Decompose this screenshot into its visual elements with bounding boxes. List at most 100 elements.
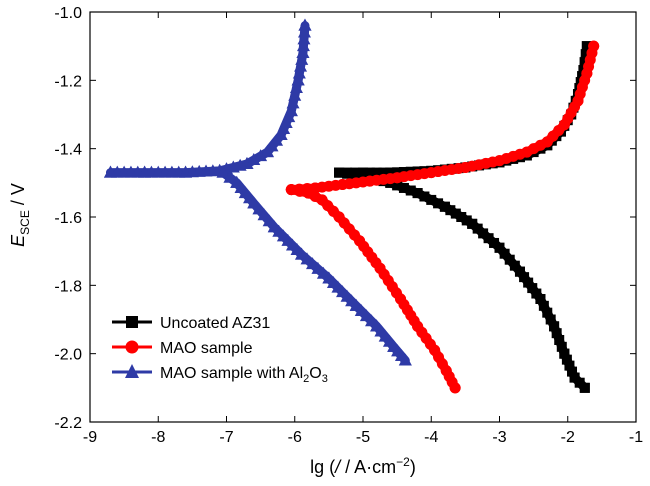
series-0-cathodic-marker [499, 248, 510, 259]
series-0-cathodic-marker [579, 382, 590, 393]
y-axis-title: ESCE / V [8, 183, 32, 247]
series-0-cathodic-marker [358, 171, 368, 181]
series-0-cathodic-marker [478, 228, 489, 239]
series-0-cathodic-marker [489, 237, 500, 248]
series-2-anodic-marker [288, 88, 302, 101]
x-tick-label: -4 [424, 429, 438, 446]
series-0-anodic-marker [581, 41, 592, 52]
series-0-cathodic-marker [531, 288, 542, 299]
y-tick-label: -2.0 [54, 347, 82, 364]
series-0-cathodic-marker [556, 341, 567, 352]
series-0-cathodic-marker [461, 215, 472, 226]
series-0-cathodic-marker [439, 201, 450, 212]
series-0-cathodic-marker [472, 223, 483, 234]
series-2-anodic-marker [291, 73, 305, 86]
series-0-cathodic-marker [554, 335, 565, 345]
series-0-cathodic-marker [542, 307, 553, 318]
series-0-cathodic-marker [334, 167, 345, 178]
y-tick-label: -1.4 [54, 142, 82, 159]
series-2-anodic-marker [286, 96, 300, 109]
series-0-anodic-marker [378, 167, 389, 178]
series-0-cathodic-marker [450, 208, 461, 219]
x-tick-label: -1 [629, 429, 643, 446]
series-0-cathodic-marker [561, 354, 572, 365]
legend: Uncoated AZ31 MAO sample MAO sample with… [112, 315, 328, 385]
series-2-anodic-marker [294, 59, 308, 72]
series-1-cathodic-marker [285, 184, 297, 196]
series-0-cathodic-marker [535, 294, 546, 304]
series-2-anodic-marker [296, 39, 310, 52]
x-tick-label: -5 [356, 429, 370, 446]
series-0-cathodic-marker [467, 218, 478, 229]
series-0-cathodic-marker [504, 254, 515, 265]
series-0-cathodic-marker [549, 321, 560, 332]
series-2-anodic-marker [295, 52, 309, 65]
series-2-cathodic-marker [216, 165, 230, 178]
series-0-cathodic-marker [551, 328, 562, 339]
series-0-cathodic-marker [514, 266, 525, 277]
series-0-cathodic-marker [574, 377, 585, 388]
series-0-anodic-marker [364, 167, 375, 178]
x-axis-title: lg (/ / A·cm−2) [310, 455, 416, 477]
series-2-anodic-marker [296, 46, 310, 58]
series-0-cathodic-marker [483, 233, 494, 244]
series-0-cathodic-marker [527, 283, 538, 294]
x-tick-label: -3 [492, 429, 506, 446]
y-tick-label: -1.8 [54, 278, 82, 295]
series-0-cathodic-marker [567, 366, 578, 377]
series-0-cathodic-marker [392, 180, 403, 191]
series-0-anodic-marker [580, 49, 591, 60]
series-0-cathodic-marker [523, 277, 534, 288]
legend-entry-mao-sample: MAO sample [112, 340, 253, 357]
series-0-cathodic-marker [433, 198, 444, 209]
series-1-cathodic-marker [294, 185, 306, 197]
series-2-anodic-marker [297, 32, 311, 45]
x-tick-label: -2 [561, 429, 575, 446]
legend-label-mao-al2o3: MAO sample with Al2O3 [160, 365, 328, 385]
series-layer [103, 18, 600, 394]
legend-entry-uncoated-az31: Uncoated AZ31 [112, 315, 270, 332]
x-tick-label: -8 [151, 429, 165, 446]
series-0-cathodic-marker [342, 168, 353, 179]
plot-area [89, 11, 637, 423]
series-2-cathodic-marker [252, 202, 266, 215]
legend-label-mao-sample: MAO sample [160, 340, 253, 357]
series-2-anodic-marker [254, 149, 268, 162]
series-2-cathodic-marker [398, 353, 412, 366]
series-2-cathodic-marker [223, 170, 237, 183]
series-2 [103, 18, 412, 366]
series-0-cathodic-marker [559, 348, 570, 359]
series-0-cathodic-marker [350, 169, 361, 180]
series-1 [285, 40, 600, 394]
series-0-anodic-marker [385, 167, 396, 178]
series-0-cathodic-marker [564, 360, 575, 371]
series-2-anodic-marker [289, 81, 303, 94]
ticks-layer: -9 -8 -7 -6 -5 -4 -3 -2 -1 -1.0 -1.2 -1.4 -1.6 -1.8 -2… [54, 5, 643, 446]
series-2-anodic-marker [284, 104, 298, 117]
y-tick-label: -1.0 [54, 5, 82, 22]
series-1-cathodic-marker [449, 382, 461, 394]
x-tick-label: -7 [219, 429, 233, 446]
x-tick-label: -6 [288, 429, 302, 446]
series-2-cathodic-marker [262, 214, 276, 227]
series-2-anodic-marker [297, 25, 311, 38]
series-1-anodic-marker [588, 40, 600, 52]
legend-marker-circle [125, 340, 139, 354]
series-0-cathodic-marker [426, 194, 437, 205]
series-2-cathodic-marker [257, 208, 271, 221]
legend-marker-square [126, 316, 138, 328]
series-0-anodic-marker [579, 57, 590, 68]
series-0-cathodic-marker [545, 314, 556, 325]
series-0-cathodic-marker [419, 191, 430, 202]
series-0-cathodic-marker [509, 260, 520, 271]
y-tick-label: -1.6 [54, 210, 82, 227]
series-0-cathodic-marker [519, 272, 530, 283]
series-0-cathodic-marker [405, 185, 416, 196]
x-tick-label: -9 [83, 429, 97, 446]
legend-entry-mao-al2o3: MAO sample with Al2O3 [112, 364, 328, 385]
y-tick-label: -2.2 [54, 415, 82, 432]
series-0-cathodic-marker [412, 188, 423, 199]
series-0-cathodic-marker [398, 182, 409, 193]
series-2-anodic-marker [247, 153, 261, 166]
